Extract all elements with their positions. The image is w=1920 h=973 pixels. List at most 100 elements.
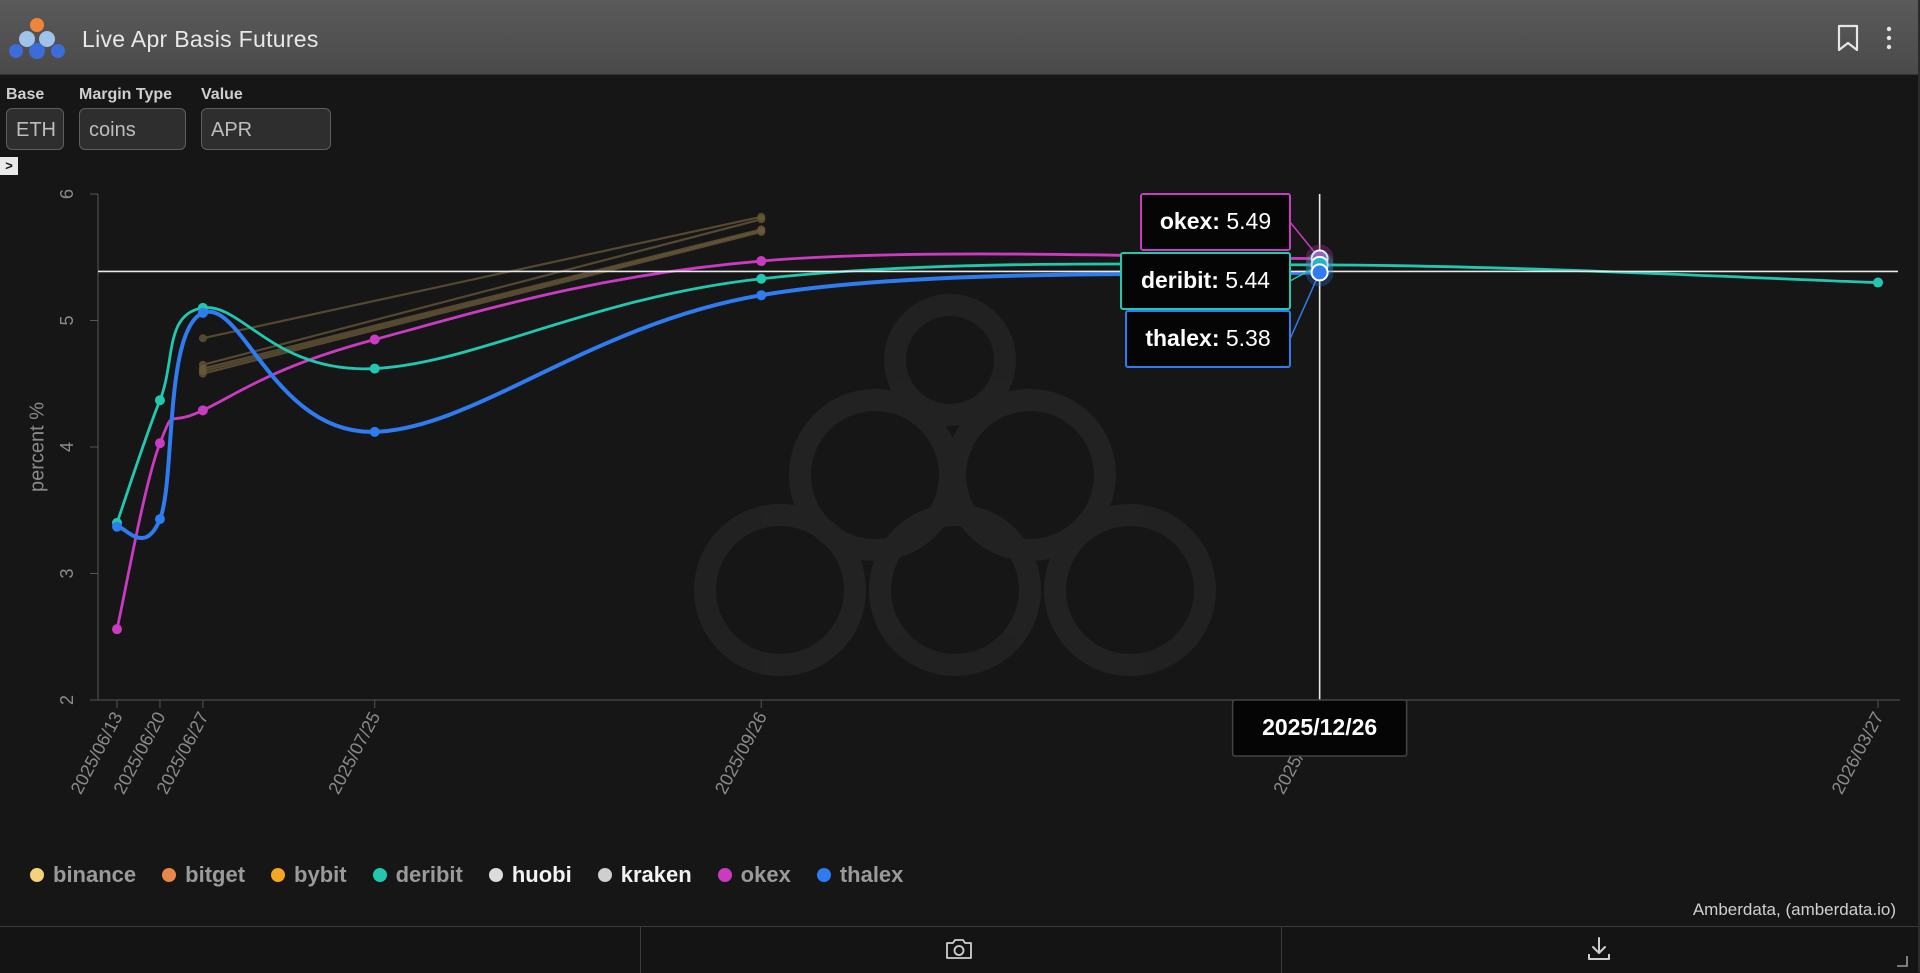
legend-dot-icon xyxy=(488,868,503,882)
title-bar: Live Apr Basis Futures xyxy=(0,0,1918,75)
series-bybit xyxy=(198,212,766,343)
value-control: Value APR xyxy=(201,86,331,150)
legend-item-thalex[interactable]: thalex xyxy=(816,862,904,888)
data-point-okex xyxy=(197,405,208,416)
tooltip-box xyxy=(1140,193,1291,251)
tooltip-thalex: thalex: 5.38 xyxy=(1125,272,1321,368)
tooltip-series-name: okex: xyxy=(1160,208,1220,234)
data-point-thalex xyxy=(154,514,165,525)
hover-date-box xyxy=(1231,699,1408,757)
data-point-okex xyxy=(154,438,165,449)
chart-legend: binance bitget bybit deribit huobi kraken okex… xyxy=(30,862,929,888)
bottom-toolbar xyxy=(0,926,1918,973)
data-point-thalex xyxy=(197,307,208,318)
series-line-deribit xyxy=(115,262,1879,524)
base-label: Base xyxy=(6,86,45,103)
legend-dot-icon xyxy=(30,868,44,882)
legend-item-bybit[interactable]: bybit xyxy=(271,862,347,888)
tooltip-text: okex: 5.49 xyxy=(1160,208,1271,234)
legend-label: okex xyxy=(740,862,791,887)
x-tick-label: 2025/07/25 xyxy=(324,708,384,797)
hover-overlay: okex: 5.49 deribit: 5.44 thalex: 5.38 2025/… xyxy=(98,193,1898,757)
y-tick-label: 6 xyxy=(57,189,77,199)
legend-item-okex[interactable]: okex xyxy=(717,862,791,888)
y-tick-label: 5 xyxy=(57,315,77,325)
series-thalex xyxy=(112,270,1320,540)
window-edge xyxy=(1918,0,1920,972)
data-point-thalex xyxy=(756,290,767,301)
legend-label: thalex xyxy=(839,862,904,887)
legend-label: huobi xyxy=(511,862,572,887)
more-vertical-icon[interactable] xyxy=(1884,26,1894,50)
collapse-toggle[interactable]: > xyxy=(0,157,18,175)
y-tick-label: 4 xyxy=(57,442,77,452)
legend-dot-icon xyxy=(816,868,831,882)
data-point-deribit xyxy=(369,363,380,374)
credit-text: Amberdata, (amberdata.io) xyxy=(1692,900,1896,919)
data-point-deribit xyxy=(1873,277,1883,288)
hover-date-text: 2025/12/26 xyxy=(1262,714,1377,740)
data-point-deribit xyxy=(756,273,767,284)
legend-label: bybit xyxy=(294,862,347,887)
legend-label: bitget xyxy=(185,862,246,887)
data-point-bybit xyxy=(198,334,207,343)
data-point-kraken xyxy=(198,367,207,376)
tooltip-deribit: deribit: 5.44 xyxy=(1120,252,1320,310)
tooltip-text: thalex: 5.38 xyxy=(1145,325,1270,351)
data-point-okex xyxy=(756,256,767,267)
margin-type-control: Margin Type coins xyxy=(79,86,186,150)
hover-date-label: 2025/12/26 xyxy=(1231,699,1408,757)
series-layer xyxy=(112,212,1883,635)
tooltip-box xyxy=(1120,252,1291,310)
data-point-okex xyxy=(112,624,122,635)
amberdata-logo-icon xyxy=(9,18,65,59)
margin-type-select[interactable]: coins xyxy=(79,108,186,150)
legend-dot-icon xyxy=(271,868,286,882)
data-point-kraken xyxy=(757,226,766,235)
series-line-binance xyxy=(202,228,762,370)
value-select[interactable]: APR xyxy=(201,108,331,150)
legend-label: binance xyxy=(53,862,137,887)
value-label: Value xyxy=(201,86,243,103)
y-tick-label: 3 xyxy=(57,568,77,578)
tooltip-box xyxy=(1125,310,1291,368)
tooltip-value: 5.44 xyxy=(1219,267,1270,293)
download-icon[interactable] xyxy=(1586,935,1612,963)
tooltip-series-name: thalex: xyxy=(1145,325,1219,351)
y-axis-title: percent % xyxy=(26,402,48,492)
tooltip-value: 5.38 xyxy=(1219,325,1270,351)
tooltip-value: 5.49 xyxy=(1220,208,1271,234)
tooltip-text: deribit: 5.44 xyxy=(1141,267,1270,293)
legend-label: deribit xyxy=(395,862,463,887)
data-point-deribit xyxy=(154,395,165,406)
series-line-huobi xyxy=(202,218,762,366)
legend-dot-icon xyxy=(717,868,732,882)
bookmark-icon[interactable] xyxy=(1836,24,1860,52)
tooltip-connector xyxy=(1289,272,1321,340)
tooltip-okex: okex: 5.49 xyxy=(1140,193,1321,259)
camera-icon[interactable] xyxy=(944,937,974,961)
legend-dot-icon xyxy=(162,868,177,882)
series-line-kraken xyxy=(202,229,762,373)
series-huobi xyxy=(198,215,766,369)
watermark-logo xyxy=(694,294,1216,676)
legend-dot-icon xyxy=(372,868,387,882)
legend-item-deribit[interactable]: deribit xyxy=(372,862,463,888)
legend-item-huobi[interactable]: huobi xyxy=(488,862,572,888)
legend-item-bitget[interactable]: bitget xyxy=(162,862,245,888)
data-point-thalex xyxy=(112,521,122,532)
legend-item-binance[interactable]: binance xyxy=(30,862,136,888)
legend-dot-icon xyxy=(597,868,612,882)
data-point-huobi xyxy=(757,215,766,224)
series-kraken xyxy=(198,226,766,376)
toolbar-divider xyxy=(1281,927,1282,973)
base-select[interactable]: ETH xyxy=(6,108,64,150)
legend-item-kraken[interactable]: kraken xyxy=(597,862,692,888)
data-point-thalex xyxy=(369,426,380,437)
hover-marker-thalex xyxy=(1310,263,1329,282)
base-control: Base ETH xyxy=(6,86,64,150)
tooltip-series-name: deribit: xyxy=(1141,267,1219,293)
resize-handle-icon[interactable] xyxy=(1896,955,1908,967)
legend-label: kraken xyxy=(620,862,692,887)
